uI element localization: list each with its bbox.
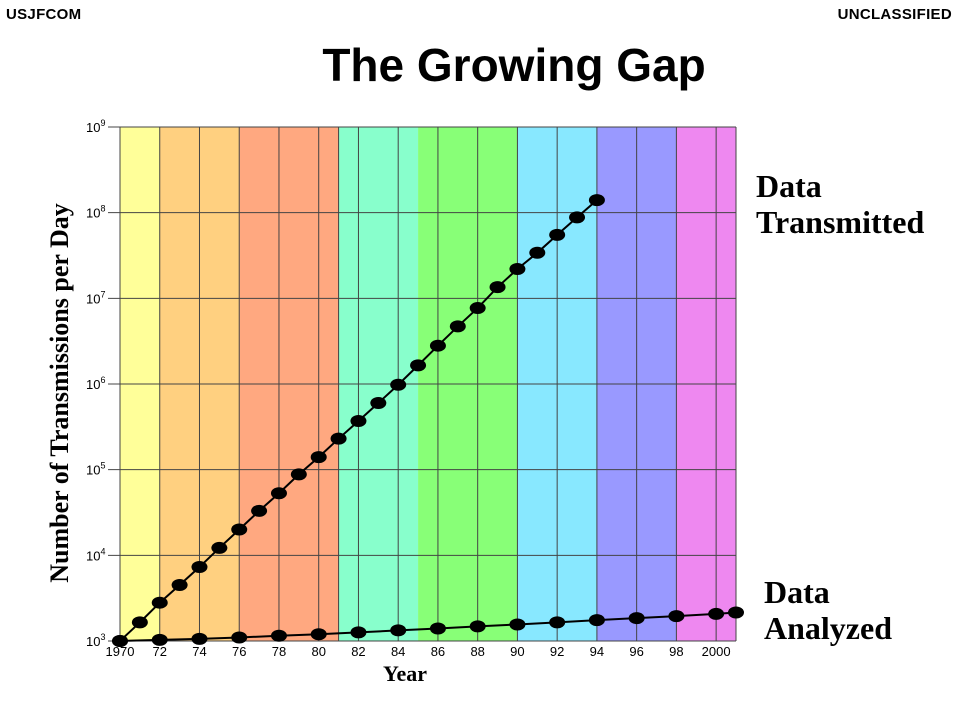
series-marker xyxy=(489,281,506,294)
x-axis-title: Year xyxy=(383,661,427,686)
series-marker xyxy=(191,632,208,645)
x-tick-label: 74 xyxy=(192,644,206,659)
series-marker xyxy=(231,523,248,536)
series-label-transmitted-text: Data Transmitted xyxy=(756,168,925,240)
series-marker xyxy=(290,468,307,481)
x-tick-label: 80 xyxy=(311,644,325,659)
series-marker xyxy=(469,302,486,315)
y-tick-label: 109 xyxy=(86,118,105,135)
series-marker xyxy=(270,629,287,642)
series-marker xyxy=(350,626,367,639)
y-axis-title: Number of Transmissions per Day xyxy=(45,203,74,582)
y-tick-labels: 103 104 105 106 107 108 109 xyxy=(86,118,105,649)
x-tick-label: 2000 xyxy=(702,644,731,659)
series-marker xyxy=(370,397,387,410)
series-marker xyxy=(171,579,188,592)
series-marker xyxy=(410,359,427,372)
series-marker xyxy=(628,612,645,625)
series-marker xyxy=(668,610,685,623)
series-marker xyxy=(390,624,407,637)
series-marker xyxy=(569,211,586,224)
x-tick-label: 78 xyxy=(272,644,286,659)
series-marker xyxy=(549,616,566,629)
series-group xyxy=(112,194,744,647)
x-tick-label: 1970 xyxy=(106,644,135,659)
series-marker xyxy=(708,607,725,620)
chart-title: The Growing Gap xyxy=(322,39,706,91)
series-marker xyxy=(231,631,248,644)
x-tick-label: 94 xyxy=(590,644,604,659)
series-marker xyxy=(588,194,605,207)
x-tick-label: 92 xyxy=(550,644,564,659)
series-marker xyxy=(509,618,526,631)
series-marker xyxy=(469,620,486,633)
series-marker xyxy=(270,487,287,500)
x-tick-label: 90 xyxy=(510,644,524,659)
series-label-transmitted: Data Transmitted xyxy=(756,168,936,240)
series-marker xyxy=(112,635,128,647)
series-marker xyxy=(529,246,546,259)
series-marker xyxy=(251,504,268,517)
x-tick-label: 86 xyxy=(431,644,445,659)
x-tick-label: 88 xyxy=(470,644,484,659)
series-marker xyxy=(449,320,466,333)
header-left-label: USJFCOM xyxy=(6,6,82,23)
series-label-analyzed: Data Analyzed xyxy=(764,574,904,646)
x-tick-labels: 1970 72 74 76 78 80 82 84 86 88 90 92 94 96 98 2000 xyxy=(106,644,731,659)
series-marker xyxy=(509,262,526,275)
y-tick-label: 107 xyxy=(86,289,105,306)
series-marker xyxy=(549,228,566,241)
x-tick-label: 72 xyxy=(153,644,167,659)
x-tick-label: 82 xyxy=(351,644,365,659)
y-tick-label: 105 xyxy=(86,461,105,478)
series-marker xyxy=(390,378,407,391)
series-marker xyxy=(429,622,446,635)
series-label-analyzed-text: Data Analyzed xyxy=(764,574,892,646)
y-tick-label: 104 xyxy=(86,546,105,563)
series-marker xyxy=(588,614,605,627)
series-marker xyxy=(429,339,446,352)
classification-label: UNCLASSIFIED xyxy=(837,6,952,23)
series-marker xyxy=(211,541,228,554)
x-tick-label: 76 xyxy=(232,644,246,659)
series-marker xyxy=(310,628,327,641)
series-marker xyxy=(310,451,327,464)
series-marker xyxy=(728,606,744,619)
series-marker xyxy=(330,432,347,445)
series-marker xyxy=(350,414,367,427)
y-tick-label: 106 xyxy=(86,375,105,392)
x-tick-label: 84 xyxy=(391,644,405,659)
y-tick-label: 108 xyxy=(86,204,105,221)
x-tick-label: 98 xyxy=(669,644,683,659)
series-marker xyxy=(131,616,148,629)
x-tick-label: 96 xyxy=(629,644,643,659)
series-marker xyxy=(151,633,168,646)
series-marker xyxy=(151,596,168,609)
series-marker xyxy=(191,561,208,574)
y-tick-label: 103 xyxy=(86,632,105,649)
